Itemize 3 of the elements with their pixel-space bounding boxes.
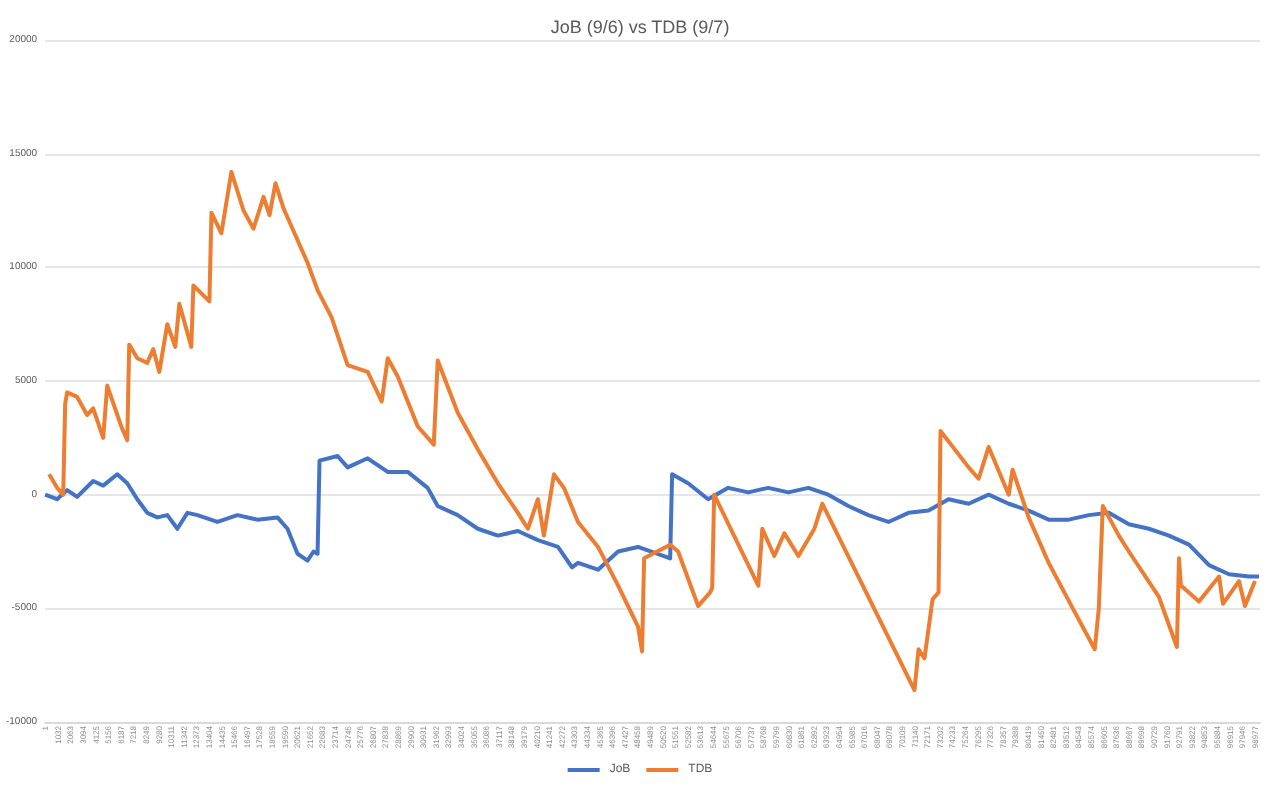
line-series [43, 454, 1262, 579]
line-series [47, 169, 1257, 693]
chart-title: JoB (9/6) vs TDB (9/7) [550, 17, 730, 37]
